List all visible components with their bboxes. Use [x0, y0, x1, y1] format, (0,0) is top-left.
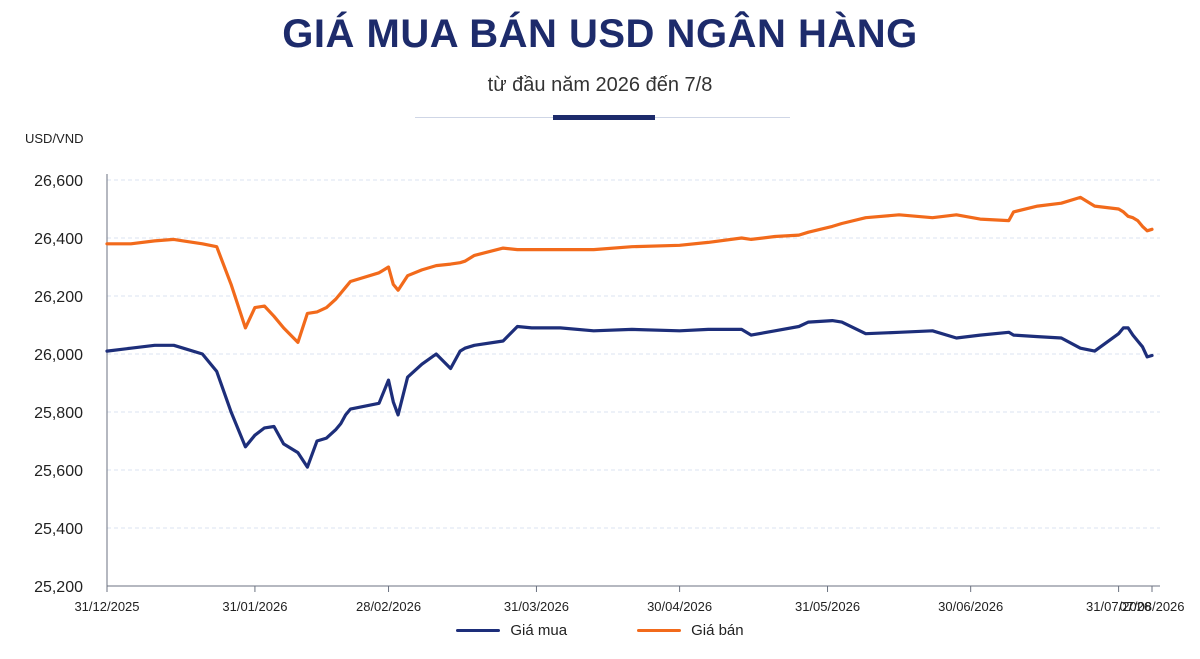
x-tick-label: 30/06/2026	[938, 599, 1003, 614]
series-line-sell	[105, 195, 1154, 344]
legend-swatch-buy	[456, 629, 501, 632]
y-tick-label: 26,000	[34, 347, 83, 364]
y-tick-label: 26,400	[34, 231, 83, 248]
series-line-buy	[105, 319, 1154, 469]
y-tick-label: 25,400	[34, 521, 83, 538]
y-tick-label: 25,800	[34, 405, 83, 422]
x-tick-label: 31/07/2026	[1086, 599, 1151, 614]
chart-title: GIÁ MUA BÁN USD NGÂN HÀNG	[282, 12, 918, 56]
x-tick-label: 31/01/2026	[222, 599, 287, 614]
y-tick-label: 26,200	[34, 289, 83, 306]
y-tick-label: 26,600	[34, 173, 83, 190]
legend-swatch-sell	[637, 629, 682, 632]
grid-lines	[107, 179, 1160, 529]
x-tick-label: 31/03/2026	[504, 599, 569, 614]
title-divider-accent	[553, 115, 655, 120]
legend-label-buy: Giá mua	[510, 622, 568, 639]
legend-item-buy: Giá mua	[456, 622, 567, 639]
x-tick-label: 28/02/2026	[356, 599, 421, 614]
x-tick-label: 31/05/2026	[795, 599, 860, 614]
y-tick-label: 25,200	[34, 579, 83, 596]
x-tick-label: 07/08/2026	[1119, 599, 1184, 614]
legend-item-sell: Giá bán	[637, 622, 744, 639]
x-tick-label: 31/12/2025	[74, 599, 139, 614]
legend-label-sell: Giá bán	[691, 622, 744, 639]
axes: 25,200 25,400 25,600 25,800 26,000 26,200 26,4…	[34, 173, 1184, 614]
x-tick-label: 30/04/2026	[647, 599, 712, 614]
y-axis-unit-label: USD/VND	[25, 131, 84, 146]
y-tick-label: 25,600	[34, 463, 83, 480]
chart-subtitle: từ đầu năm 2026 đến 7/8	[487, 74, 713, 96]
legend: Giá mua Giá bán	[0, 622, 1200, 639]
series-lines	[105, 195, 1154, 469]
